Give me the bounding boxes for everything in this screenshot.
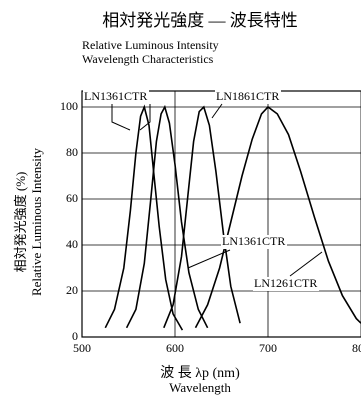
series-label: LN1361CTR (84, 89, 147, 103)
pointer (211, 103, 223, 119)
y-tick-label: 60 (66, 191, 78, 205)
y-tick-label: 20 (66, 283, 78, 297)
label-bg (221, 235, 287, 249)
pointer (111, 104, 131, 131)
y-tick-label: 100 (60, 99, 78, 113)
label-bg (253, 277, 319, 291)
pointer (139, 104, 151, 131)
y-tick-label: 80 (66, 145, 78, 159)
y-axis-label: Relative Luminous Intensity (29, 147, 44, 296)
subtitle: Wavelength Characteristics (82, 52, 214, 66)
pointer (187, 249, 231, 269)
line-series (104, 104, 184, 331)
y-axis-label: 相対発光強度 (%) (13, 172, 28, 273)
chart-title: 相対発光強度 — 波長特性 (102, 11, 298, 30)
x-tick-label: 700 (259, 341, 277, 355)
x-tick-label: 600 (166, 341, 184, 355)
series-label: LN1861CTR (216, 89, 279, 103)
series-label: LN1261CTR (254, 276, 317, 290)
pointer (289, 251, 323, 277)
x-tick-label: 800 (352, 341, 361, 355)
label-bg (83, 90, 149, 104)
line-series (194, 105, 361, 329)
x-axis-label: 波 長 λp (nm) (160, 365, 240, 381)
y-tick-label: 40 (66, 237, 78, 251)
subtitle: Relative Luminous Intensity (82, 38, 219, 52)
label-bg (215, 90, 281, 104)
line-series (125, 104, 209, 329)
x-axis-label: Wavelength (169, 380, 231, 395)
y-tick-label: 0 (72, 329, 78, 343)
x-tick-label: 500 (73, 341, 91, 355)
series-label: LN1361CTR (222, 234, 285, 248)
